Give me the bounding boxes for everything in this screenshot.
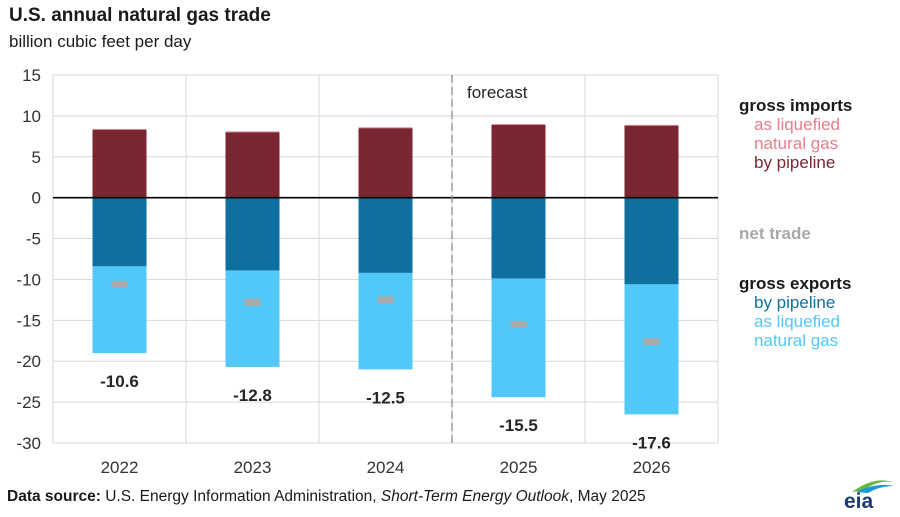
bar-segment [92,197,147,267]
data-source-note: Data source: U.S. Energy Information Adm… [7,488,646,506]
legend: gross imports as liquefied natural gas b… [739,96,852,172]
y-tick-label: -30 [16,434,41,453]
y-tick-label: 0 [32,189,41,208]
x-tick-label: 2026 [633,458,671,477]
net-trade-label: -12.5 [366,388,405,407]
legend-gross-exports: gross exports [739,274,852,293]
bar-segment [358,128,413,198]
legend-imports-lng-line1: as liquefied [754,115,841,134]
bar-segment [225,197,280,271]
bar-segment [358,272,413,370]
bar-segment [624,197,679,285]
legend-imports-lng-line2: natural gas [754,134,839,153]
y-tick-label: 15 [22,66,41,85]
net-trade-label: -12.8 [233,386,272,405]
source-date: , May 2025 [569,488,646,505]
x-tick-labels: 2022 2023 2024 2025 2026 [101,458,671,477]
net-trade-marker [111,280,128,288]
y-tick-label: -5 [26,230,41,249]
y-tick-label: -25 [16,393,41,412]
bar-segment [225,131,280,133]
x-tick-label: 2025 [500,458,538,477]
y-tick-label: -10 [16,270,41,289]
bar-segment [624,124,679,126]
legend-gross-imports: gross imports [739,96,853,115]
legend-exports-lng-line2: natural gas [754,331,839,350]
legend-exports-lng-line1: as liquefied [754,312,841,331]
legend-exports: gross exports by pipeline as liquefied n… [739,274,851,350]
forecast-label: forecast [467,83,528,102]
y-tick-label: 5 [32,148,41,167]
net-trade-labels: -10.6 -12.8 -12.5 -15.5 -17.6 [100,372,671,452]
net-trade-label: -17.6 [632,433,671,452]
chart-annotations: forecast [53,75,718,443]
y-tick-labels: 15 10 5 0 -5 -10 -15 -20 -25 -30 [16,66,41,453]
eia-logo-swoosh-icon [852,480,894,493]
bar-segment [92,129,147,198]
y-tick-label: -20 [16,352,41,371]
bar-segment [225,132,280,198]
bar-segment [92,266,147,354]
bar-segment [225,270,280,367]
chart-title: U.S. annual natural gas trade [9,5,271,26]
eia-logo: eia [838,478,896,514]
net-trade-marker [510,320,527,328]
legend-exports-pipeline: by pipeline [754,293,836,312]
bar-segment [491,197,546,279]
bar-segment [92,128,147,130]
source-agency: U.S. Energy Information Administration, [105,488,377,505]
net-trade-marker [643,338,660,346]
bar-segment [358,197,413,273]
x-tick-label: 2023 [234,458,272,477]
y-tick-label: -15 [16,311,41,330]
net-trade-marker [244,298,261,306]
bar-segment [358,127,413,129]
eia-logo-text: eia [844,490,874,513]
chart-subtitle: billion cubic feet per day [9,32,192,51]
y-tick-label: 10 [22,107,41,126]
source-label: Data source: [7,488,101,505]
x-tick-label: 2022 [101,458,139,477]
net-trade-label: -10.6 [100,372,139,391]
legend-imports-pipeline: by pipeline [754,153,836,172]
bar-segment [624,125,679,198]
bar-segment [491,124,546,125]
bar-segment [491,278,546,398]
net-trade-marker [377,296,394,304]
bars [92,124,679,415]
bar-segment [491,124,546,198]
net-trade-label: -15.5 [499,416,538,435]
legend-net-trade: net trade [739,224,811,243]
bar-segment [624,284,679,415]
source-report: Short-Term Energy Outlook [380,488,569,505]
gridlines [52,74,719,444]
x-tick-label: 2024 [367,458,405,477]
